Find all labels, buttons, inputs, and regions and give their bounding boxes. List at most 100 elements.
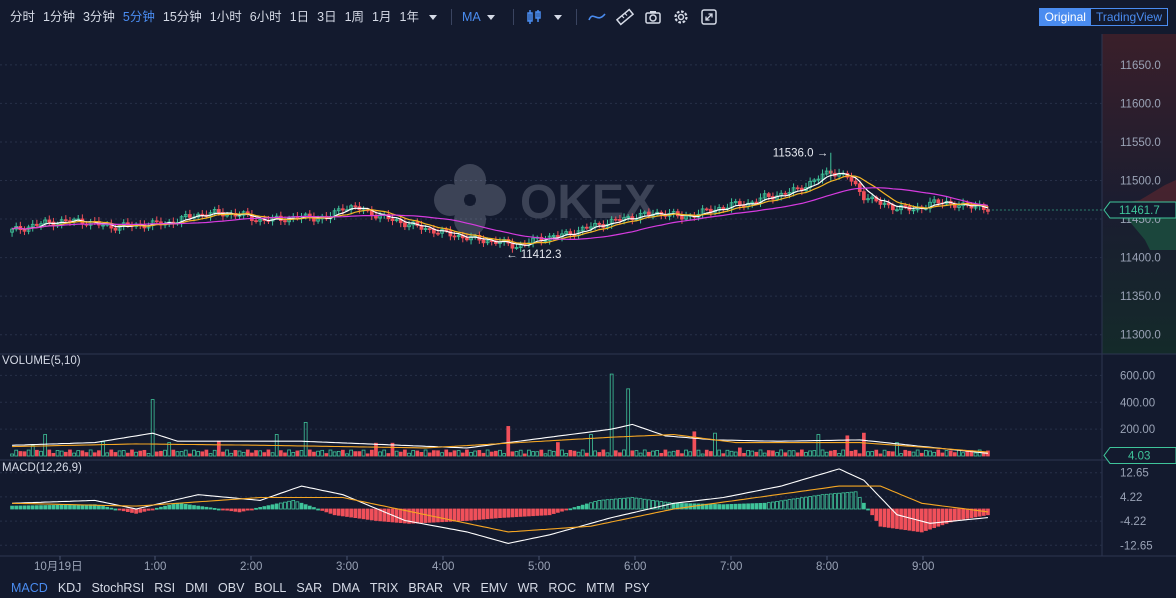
macd-tick-label: -12.65 <box>1120 540 1153 552</box>
chart-style-caret-icon[interactable] <box>553 14 562 20</box>
interval-3[interactable]: 5分钟 <box>122 10 155 24</box>
macd-histogram-bar <box>97 505 101 510</box>
candle-body <box>795 187 800 190</box>
candle-body <box>448 230 453 237</box>
gear-icon[interactable] <box>667 3 695 31</box>
volume-bar <box>390 442 395 457</box>
indicator-tab-dma[interactable]: DMA <box>332 581 360 595</box>
macd-histogram-bar <box>804 496 808 510</box>
interval-4[interactable]: 15分钟 <box>162 10 202 24</box>
volume-bar <box>378 451 382 457</box>
interval-8[interactable]: 3日 <box>317 10 337 24</box>
price-candle <box>754 198 759 205</box>
price-candle <box>245 207 250 218</box>
macd-histogram-bar <box>51 505 56 510</box>
interval-10[interactable]: 1月 <box>372 10 392 24</box>
line-style-icon[interactable] <box>583 3 611 31</box>
macd-histogram-bar <box>262 506 267 510</box>
ruler-icon[interactable] <box>611 3 639 31</box>
indicator-tab-stochrsi[interactable]: StochRSI <box>91 581 145 595</box>
volume-bar <box>737 447 742 457</box>
indicator-tab-vr[interactable]: VR <box>453 581 471 595</box>
indicator-tab-kdj[interactable]: KDJ <box>57 581 82 595</box>
volume-bar <box>179 451 184 457</box>
candle-style-icon[interactable] <box>520 3 548 31</box>
volume-bar <box>460 452 465 457</box>
volume-bar <box>477 450 482 457</box>
indicator-tab-sar[interactable]: SAR <box>296 581 323 595</box>
indicator-tab-psy[interactable]: PSY <box>624 581 650 595</box>
macd-histogram-bar <box>651 499 655 510</box>
indicator-tab-trix[interactable]: TRIX <box>369 581 399 595</box>
interval-9[interactable]: 1周 <box>344 10 365 24</box>
indicator-tab-brar[interactable]: BRAR <box>408 581 444 595</box>
indicator-tab-emv[interactable]: EMV <box>480 581 508 595</box>
interval-1[interactable]: 1分钟 <box>43 10 75 24</box>
volume-bar <box>766 450 771 457</box>
volume-bar <box>915 449 920 457</box>
volume-ma10-line <box>12 433 988 453</box>
candle-body <box>456 234 461 238</box>
price-candle <box>448 226 453 241</box>
volume-bar <box>386 453 391 457</box>
interval-7[interactable]: 1日 <box>289 10 310 24</box>
candle-body <box>853 180 858 185</box>
macd-tick-label: 4.22 <box>1120 492 1142 504</box>
tradingview-view-button[interactable]: TradingView <box>1095 10 1162 24</box>
macd-histogram-bar <box>928 508 932 530</box>
volume-bar <box>138 450 143 457</box>
macd-histogram-bar <box>510 508 515 518</box>
indicator-dropdown[interactable]: MA <box>458 10 507 24</box>
macd-histogram-bar <box>783 499 788 510</box>
chart-canvas[interactable]: 11300.011350.011400.011450.011500.011550… <box>0 0 1176 578</box>
volume-bar <box>159 450 163 457</box>
macd-histogram-bar <box>63 504 68 510</box>
macd-histogram-bar <box>150 508 155 511</box>
candle-body <box>485 240 490 244</box>
interval-2[interactable]: 3分钟 <box>82 10 115 24</box>
volume-bar <box>816 434 821 457</box>
original-view-button[interactable]: Original <box>1039 9 1091 25</box>
indicator-tab-obv[interactable]: OBV <box>218 581 245 595</box>
candle-body <box>899 205 903 211</box>
interval-0[interactable]: 分时 <box>10 10 36 24</box>
indicator-tab-rsi[interactable]: RSI <box>154 581 176 595</box>
interval-more-caret-icon[interactable] <box>428 14 437 20</box>
volume-bar <box>651 450 655 457</box>
volume-bar <box>204 449 209 457</box>
indicator-tab-boll[interactable]: BOLL <box>254 581 287 595</box>
volume-bar <box>539 449 544 457</box>
indicator-tab-macd[interactable]: MACD <box>11 581 48 595</box>
macd-histogram-bar <box>795 497 800 510</box>
price-candle <box>597 221 602 229</box>
fullscreen-icon[interactable] <box>695 3 723 31</box>
candle-body <box>733 201 738 204</box>
candle-body <box>113 227 118 231</box>
volume-bar <box>130 449 134 457</box>
macd-histogram-bar <box>332 508 337 516</box>
volume-bar <box>576 451 581 457</box>
volume-bar <box>642 449 647 457</box>
camera-icon[interactable] <box>639 3 667 31</box>
indicator-tab-roc[interactable]: ROC <box>548 581 577 595</box>
volume-bar <box>167 442 172 457</box>
volume-bar <box>874 449 879 457</box>
volume-bar <box>886 451 891 457</box>
interval-11[interactable]: 1年 <box>399 10 419 24</box>
indicator-tab-wr[interactable]: WR <box>517 581 539 595</box>
interval-5[interactable]: 1小时 <box>209 10 242 24</box>
volume-bar <box>221 451 225 457</box>
x-axis-label: 4:00 <box>432 561 454 573</box>
candle-body <box>436 232 440 235</box>
volume-bar <box>336 451 341 457</box>
macd-histogram-bar <box>159 506 163 510</box>
indicator-tab-dmi[interactable]: DMI <box>185 581 209 595</box>
candle-body <box>857 183 862 193</box>
candle-body <box>824 170 829 175</box>
price-candle <box>659 210 664 220</box>
macd-histogram-bar <box>134 508 138 514</box>
volume-bar <box>316 450 320 457</box>
volume-bar <box>76 450 81 457</box>
indicator-tab-mtm[interactable]: MTM <box>586 581 615 595</box>
interval-6[interactable]: 6小时 <box>249 10 282 24</box>
